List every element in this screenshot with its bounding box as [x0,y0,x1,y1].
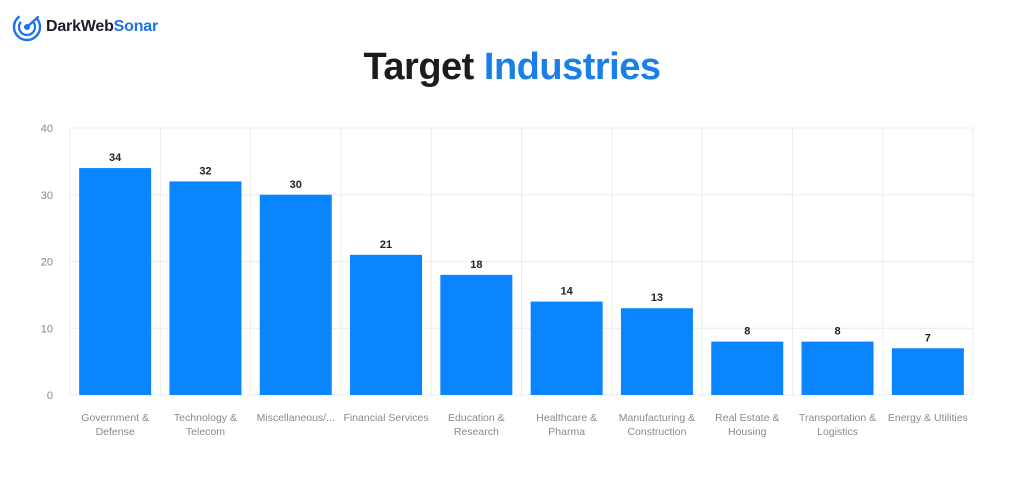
y-tick-label: 0 [47,390,53,402]
data-label: 14 [561,286,574,298]
x-tick-label: Healthcare & Pharma [536,412,597,438]
bar [350,254,423,395]
x-tick-label: Miscellaneous/... [257,412,335,424]
brand-name-part1: DarkWeb [46,18,114,35]
y-tick-label: 30 [41,190,53,202]
data-label: 7 [925,332,931,344]
x-tick-label: Technology & Telecom [174,412,237,438]
data-label: 13 [651,292,663,304]
bar [79,168,152,395]
data-label: 34 [109,152,122,164]
data-label: 8 [744,326,750,338]
radar-icon [12,12,42,42]
x-tick-label: Manufacturing & Construction [619,412,695,438]
x-tick-label: Energy & Utilities [888,412,968,424]
y-tick-label: 40 [41,123,53,135]
page-title: Target Industries [0,46,1024,89]
data-label: 8 [834,326,840,338]
data-label: 21 [380,239,392,251]
y-tick-label: 20 [41,257,53,269]
x-tick-label: Transportation & Logistics [799,412,876,438]
brand-name: DarkWebSonar [46,18,158,36]
x-tick-label: Financial Services [343,412,428,424]
data-label: 30 [290,179,302,191]
bar [169,181,242,395]
x-tick-label: Real Estate & Housing [715,412,779,438]
bar [620,308,693,395]
y-tick-label: 10 [41,323,53,335]
bar [440,274,513,395]
x-tick-label: Government & Defense [81,412,149,438]
title-part-2: Industries [483,46,661,88]
bar [530,301,603,395]
data-label: 18 [470,259,482,271]
x-tick-label: Education & Research [448,412,505,438]
bar [711,341,784,395]
bar [259,194,332,395]
brand-name-part2: Sonar [113,18,159,35]
bar [891,348,964,395]
data-label: 32 [199,165,211,177]
brand-logo: DarkWebSonar [12,12,158,42]
bar [801,341,874,395]
title-part-1: Target [363,46,475,88]
